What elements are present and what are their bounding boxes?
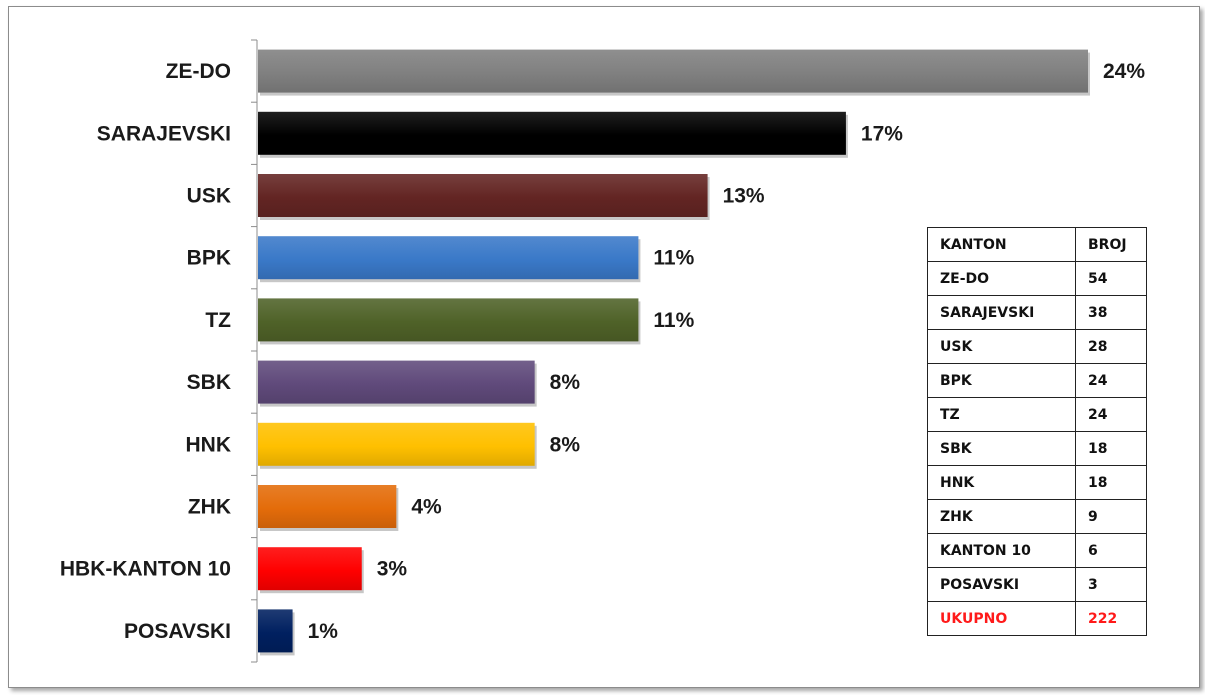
table-header-broj: BROJ <box>1075 227 1147 262</box>
category-label: HNK <box>186 433 232 456</box>
table-cell-broj: 6 <box>1075 533 1147 568</box>
table-row: BPK 24 <box>927 363 1147 398</box>
bar-usk <box>258 174 708 217</box>
bar-hbk-kanton-10 <box>258 547 362 591</box>
table-cell-broj: 28 <box>1075 329 1147 364</box>
table-cell-kanton: ZHK <box>927 499 1076 534</box>
bar-sbk <box>258 360 535 404</box>
table-row: POSAVSKI 3 <box>927 567 1147 602</box>
category-label: SARAJEVSKI <box>97 122 231 145</box>
table-cell-broj: 24 <box>1075 397 1147 432</box>
bar-zhk <box>258 485 397 528</box>
value-label: 11% <box>653 309 694 332</box>
category-label: POSAVSKI <box>124 620 231 643</box>
category-label: HBK-KANTON 10 <box>60 558 231 581</box>
table-cell-broj: 18 <box>1075 465 1147 500</box>
bar-tz <box>258 298 639 342</box>
bar-sarajevski <box>258 111 846 155</box>
bar-hnk <box>258 422 535 466</box>
table-cell-kanton: KANTON 10 <box>927 533 1076 568</box>
value-label: 24% <box>1103 60 1145 83</box>
table-row: HNK 18 <box>927 465 1147 500</box>
table-total-label: UKUPNO <box>927 601 1076 636</box>
category-label: USK <box>187 185 231 208</box>
table-cell-broj: 38 <box>1075 295 1147 330</box>
category-label: SBK <box>187 371 231 394</box>
table-cell-kanton: HNK <box>927 465 1076 500</box>
category-label: ZHK <box>188 496 231 519</box>
table-cell-broj: 54 <box>1075 261 1147 296</box>
table-cell-kanton: SBK <box>927 431 1076 466</box>
table-cell-broj: 18 <box>1075 431 1147 466</box>
table-row: ZHK 9 <box>927 499 1147 534</box>
value-label: 4% <box>411 496 442 519</box>
table-total-value: 222 <box>1075 601 1147 636</box>
value-label: 17% <box>861 122 903 145</box>
table-row: USK 28 <box>927 329 1147 364</box>
table-cell-kanton: BPK <box>927 363 1076 398</box>
summary-table: KANTON BROJ ZE-DO 54 SARAJEVSKI 38 USK 28 BPK 2… <box>927 227 1147 636</box>
value-label: 3% <box>377 558 408 581</box>
table-row: ZE-DO 54 <box>927 261 1147 296</box>
table-cell-kanton: ZE-DO <box>927 261 1076 296</box>
table-header-row: KANTON BROJ <box>927 227 1147 262</box>
table-cell-kanton: USK <box>927 329 1076 364</box>
table-cell-broj: 3 <box>1075 567 1147 602</box>
value-label: 8% <box>550 433 581 456</box>
value-label: 13% <box>723 185 765 208</box>
category-label: BPK <box>187 247 231 270</box>
table-total-row: UKUPNO 222 <box>927 601 1147 636</box>
value-label: 8% <box>550 371 581 394</box>
category-label: ZE-DO <box>166 60 231 83</box>
table-header-kanton: KANTON <box>927 227 1076 262</box>
value-label: 11% <box>653 247 694 270</box>
category-label: TZ <box>205 309 231 332</box>
table-cell-broj: 9 <box>1075 499 1147 534</box>
bar-bpk <box>258 236 639 280</box>
table-cell-kanton: POSAVSKI <box>927 567 1076 602</box>
table-row: KANTON 10 6 <box>927 533 1147 568</box>
table-row: SARAJEVSKI 38 <box>927 295 1147 330</box>
bar-posavski <box>258 609 293 653</box>
table-cell-broj: 24 <box>1075 363 1147 398</box>
bar-ze-do <box>258 49 1088 93</box>
table-row: TZ 24 <box>927 397 1147 432</box>
table-row: SBK 18 <box>927 431 1147 466</box>
table-cell-kanton: SARAJEVSKI <box>927 295 1076 330</box>
table-cell-kanton: TZ <box>927 397 1076 432</box>
value-label: 1% <box>308 620 339 643</box>
